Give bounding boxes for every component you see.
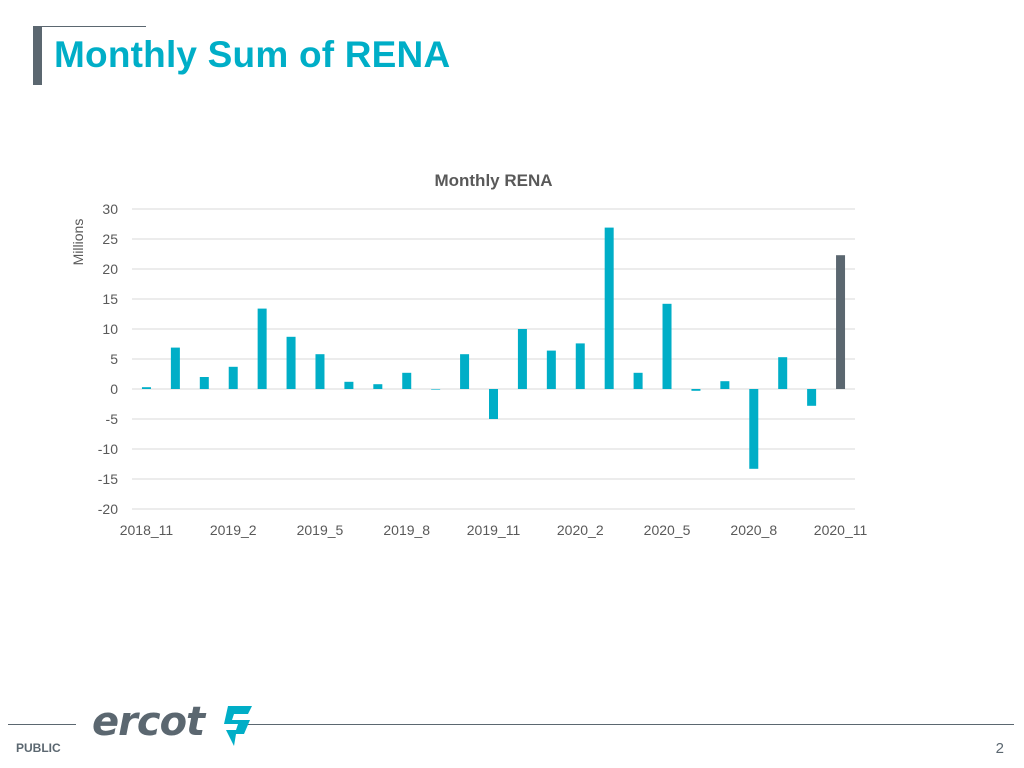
- bar-2019_3: [257, 308, 267, 389]
- bar-2019_8: [402, 372, 412, 389]
- chart-title: Monthly RENA: [434, 171, 552, 190]
- page-number: 2: [995, 740, 1004, 757]
- bar-2020_3: [604, 227, 614, 389]
- ercot-logo: ercot: [92, 699, 252, 750]
- x-tick-label: 2019_2: [210, 522, 257, 538]
- y-axis-label: Millions: [70, 219, 86, 266]
- y-tick-label: -20: [98, 501, 118, 517]
- bar-2020_9: [778, 357, 788, 389]
- bar-2019_9: [431, 389, 441, 390]
- bar-2019_12: [517, 329, 527, 389]
- bar-2020_11: [836, 255, 846, 389]
- y-tick-label: 30: [102, 201, 118, 217]
- bar-2018_12: [170, 347, 180, 389]
- title-top-rule: [42, 26, 146, 27]
- footer-rule-right: [246, 724, 1014, 725]
- bar-2020_5: [662, 303, 672, 389]
- bar-2019_4: [286, 336, 296, 389]
- x-tick-label: 2018_11: [120, 522, 174, 538]
- y-tick-label: -10: [98, 441, 118, 457]
- y-tick-label: 0: [110, 381, 118, 397]
- x-tick-label: 2020_11: [814, 522, 868, 538]
- bar-2020_6: [691, 389, 701, 391]
- x-tick-label: 2019_5: [297, 522, 344, 538]
- bar-2020_7: [720, 381, 730, 389]
- bar-2020_10: [807, 389, 817, 406]
- footer-public-label: PUBLIC: [16, 741, 61, 755]
- footer-rule-left: [8, 724, 76, 725]
- y-tick-label: 5: [110, 351, 118, 367]
- bar-2019_10: [460, 354, 470, 389]
- y-tick-label: 25: [102, 231, 118, 247]
- y-tick-label: 10: [102, 321, 118, 337]
- y-tick-label: -5: [106, 411, 119, 427]
- y-tick-label: 20: [102, 261, 118, 277]
- x-tick-label: 2019_8: [383, 522, 430, 538]
- x-tick-label: 2020_8: [730, 522, 777, 538]
- ercot-logo-text: ercot: [92, 699, 205, 745]
- x-tick-label: 2019_11: [467, 522, 521, 538]
- bar-2018_11: [141, 387, 151, 389]
- bar-2019_11: [489, 389, 498, 419]
- slide-title: Monthly Sum of RENA: [54, 34, 451, 75]
- x-tick-label: 2020_2: [557, 522, 604, 538]
- y-tick-label: 15: [102, 291, 118, 307]
- bar-2020_2: [575, 343, 585, 389]
- bar-2020_1: [546, 350, 556, 389]
- bar-2019_1: [199, 377, 209, 389]
- x-tick-label: 2020_5: [644, 522, 691, 538]
- bar-2019_2: [228, 366, 238, 389]
- bar-2020_4: [633, 372, 643, 389]
- title-accent-bar: [33, 26, 42, 85]
- texas-bolt-icon: [224, 706, 252, 746]
- bar-2019_5: [315, 354, 325, 389]
- bar-2019_6: [344, 381, 354, 389]
- bar-2020_8: [749, 389, 759, 469]
- y-tick-label: -15: [98, 471, 118, 487]
- bar-2019_7: [373, 384, 383, 389]
